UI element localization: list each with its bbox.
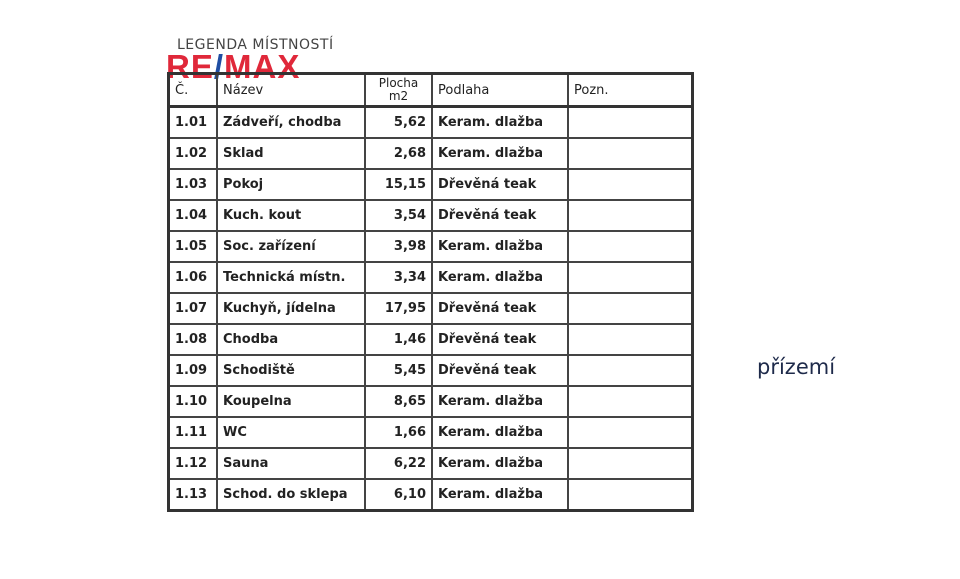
room-area: 6,22 bbox=[364, 447, 433, 480]
table-row: 1.09 Schodiště 5,45 Dřevěná teak bbox=[167, 354, 694, 387]
room-number: 1.02 bbox=[167, 137, 218, 170]
room-note bbox=[567, 105, 694, 139]
room-legend-table: Č. Název Plocha m2 Podlaha Pozn. 1.01 Zád… bbox=[167, 72, 694, 512]
room-area: 5,62 bbox=[364, 105, 433, 139]
room-area: 3,98 bbox=[364, 230, 433, 263]
room-area: 8,65 bbox=[364, 385, 433, 418]
room-number: 1.12 bbox=[167, 447, 218, 480]
header-name: Název bbox=[216, 72, 366, 108]
room-name: Kuch. kout bbox=[216, 199, 366, 232]
room-note bbox=[567, 292, 694, 325]
room-floor: Keram. dlažba bbox=[431, 105, 569, 139]
room-area: 2,68 bbox=[364, 137, 433, 170]
room-number: 1.13 bbox=[167, 478, 218, 512]
room-floor: Keram. dlažba bbox=[431, 478, 569, 512]
room-floor: Keram. dlažba bbox=[431, 447, 569, 480]
room-note bbox=[567, 168, 694, 201]
room-floor: Dřevěná teak bbox=[431, 199, 569, 232]
room-number: 1.07 bbox=[167, 292, 218, 325]
room-area: 5,45 bbox=[364, 354, 433, 387]
room-number: 1.04 bbox=[167, 199, 218, 232]
room-name: Sauna bbox=[216, 447, 366, 480]
room-name: Kuchyň, jídelna bbox=[216, 292, 366, 325]
room-name: Schod. do sklepa bbox=[216, 478, 366, 512]
room-floor: Keram. dlažba bbox=[431, 416, 569, 449]
table-row: 1.03 Pokoj 15,15 Dřevěná teak bbox=[167, 168, 694, 201]
room-floor: Dřevěná teak bbox=[431, 292, 569, 325]
room-name: Koupelna bbox=[216, 385, 366, 418]
room-note bbox=[567, 385, 694, 418]
header-floor: Podlaha bbox=[431, 72, 569, 108]
room-area: 17,95 bbox=[364, 292, 433, 325]
room-area: 3,34 bbox=[364, 261, 433, 294]
room-area: 15,15 bbox=[364, 168, 433, 201]
table-header-row: Č. Název Plocha m2 Podlaha Pozn. bbox=[167, 72, 694, 108]
header-number: Č. bbox=[167, 72, 218, 108]
room-name: Sklad bbox=[216, 137, 366, 170]
room-note bbox=[567, 230, 694, 263]
room-floor: Dřevěná teak bbox=[431, 354, 569, 387]
table-row: 1.12 Sauna 6,22 Keram. dlažba bbox=[167, 447, 694, 480]
room-number: 1.09 bbox=[167, 354, 218, 387]
room-area: 6,10 bbox=[364, 478, 433, 512]
room-floor: Keram. dlažba bbox=[431, 261, 569, 294]
room-name: Soc. zařízení bbox=[216, 230, 366, 263]
room-name: Pokoj bbox=[216, 168, 366, 201]
table-row: 1.05 Soc. zařízení 3,98 Keram. dlažba bbox=[167, 230, 694, 263]
room-number: 1.03 bbox=[167, 168, 218, 201]
header-area: Plocha m2 bbox=[364, 72, 433, 108]
room-name: Zádveří, chodba bbox=[216, 105, 366, 139]
table-row: 1.11 WC 1,66 Keram. dlažba bbox=[167, 416, 694, 449]
table-row: 1.06 Technická místn. 3,34 Keram. dlažba bbox=[167, 261, 694, 294]
table-row: 1.02 Sklad 2,68 Keram. dlažba bbox=[167, 137, 694, 170]
room-note bbox=[567, 416, 694, 449]
room-note bbox=[567, 199, 694, 232]
room-name: WC bbox=[216, 416, 366, 449]
room-number: 1.05 bbox=[167, 230, 218, 263]
room-number: 1.08 bbox=[167, 323, 218, 356]
room-note bbox=[567, 323, 694, 356]
room-number: 1.01 bbox=[167, 105, 218, 139]
table-row: 1.01 Zádveří, chodba 5,62 Keram. dlažba bbox=[167, 105, 694, 139]
room-floor: Keram. dlažba bbox=[431, 385, 569, 418]
room-floor: Keram. dlažba bbox=[431, 137, 569, 170]
room-floor: Dřevěná teak bbox=[431, 323, 569, 356]
room-area: 1,46 bbox=[364, 323, 433, 356]
table-row: 1.07 Kuchyň, jídelna 17,95 Dřevěná teak bbox=[167, 292, 694, 325]
room-area: 1,66 bbox=[364, 416, 433, 449]
room-number: 1.06 bbox=[167, 261, 218, 294]
room-note bbox=[567, 478, 694, 512]
table-row: 1.10 Koupelna 8,65 Keram. dlažba bbox=[167, 385, 694, 418]
room-note bbox=[567, 261, 694, 294]
room-number: 1.10 bbox=[167, 385, 218, 418]
room-area: 3,54 bbox=[364, 199, 433, 232]
floor-label: přízemí bbox=[757, 355, 836, 379]
room-note bbox=[567, 447, 694, 480]
room-name: Chodba bbox=[216, 323, 366, 356]
room-floor: Keram. dlažba bbox=[431, 230, 569, 263]
room-number: 1.11 bbox=[167, 416, 218, 449]
legend-title: LEGENDA MÍSTNOSTÍ bbox=[177, 37, 334, 53]
table-row: 1.04 Kuch. kout 3,54 Dřevěná teak bbox=[167, 199, 694, 232]
room-note bbox=[567, 354, 694, 387]
room-floor: Dřevěná teak bbox=[431, 168, 569, 201]
room-note bbox=[567, 137, 694, 170]
table-row: 1.13 Schod. do sklepa 6,10 Keram. dlažba bbox=[167, 478, 694, 512]
table-row: 1.08 Chodba 1,46 Dřevěná teak bbox=[167, 323, 694, 356]
room-name: Technická místn. bbox=[216, 261, 366, 294]
room-name: Schodiště bbox=[216, 354, 366, 387]
header-note: Pozn. bbox=[567, 72, 694, 108]
